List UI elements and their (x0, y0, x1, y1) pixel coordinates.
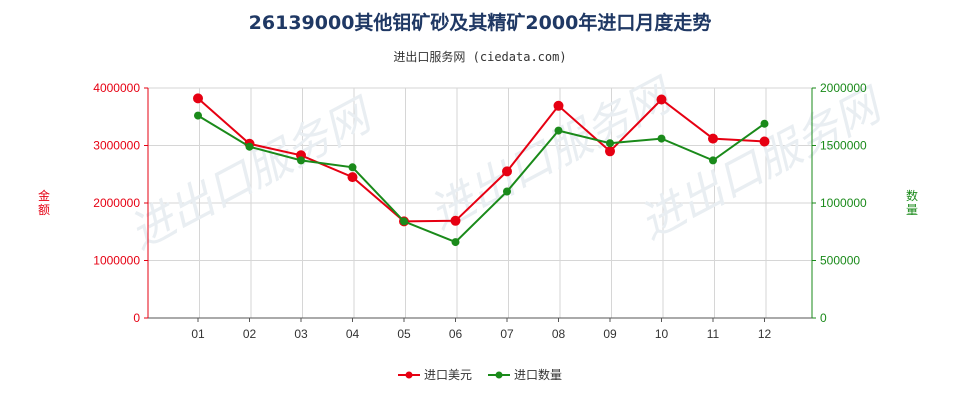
x-tick-label: 03 (294, 327, 308, 341)
x-tick-label: 02 (243, 327, 257, 341)
x-tick-label: 08 (552, 327, 566, 341)
left-tick-label: 4000000 (93, 81, 140, 95)
x-tick-label: 12 (758, 327, 772, 341)
data-point-1 (347, 172, 358, 183)
data-point-2 (297, 156, 305, 165)
data-point-1 (450, 215, 461, 226)
data-point-2 (194, 111, 202, 120)
data-point-2 (245, 142, 254, 151)
right-axis-label: 数量 (906, 188, 918, 217)
axis-label-char: 额 (38, 203, 50, 217)
x-tick-label: 05 (397, 327, 411, 341)
right-tick-label: 1500000 (820, 139, 867, 153)
x-tick-label: 11 (707, 327, 720, 341)
data-point-2 (503, 187, 511, 196)
data-point-2 (657, 134, 666, 143)
right-tick-label: 2000000 (820, 81, 867, 95)
x-tick-label: 07 (500, 327, 514, 341)
series-layer (193, 93, 770, 247)
x-tick-label: 04 (346, 327, 360, 341)
data-point-1 (605, 146, 615, 157)
data-point-2 (709, 156, 717, 165)
data-point-2 (348, 163, 357, 172)
legend-marker-2 (495, 371, 503, 379)
axis-label-char: 数 (906, 188, 918, 203)
x-tick-label: 10 (655, 327, 669, 341)
axes: 0 1000000 2000000 3000000 4000000 0 500000 1000… (38, 81, 918, 341)
x-tick-label: 06 (449, 327, 463, 341)
data-point-2 (451, 238, 460, 247)
left-tick-label: 3000000 (93, 139, 140, 153)
left-tick-label: 1000000 (93, 254, 140, 268)
left-axis-label: 金额 (38, 188, 50, 217)
series-line-2 (197, 114, 766, 244)
legend-label-1: 进口美元 (424, 368, 472, 382)
data-point-1 (759, 136, 770, 147)
right-tick-label: 1000000 (820, 196, 867, 210)
data-point-2 (760, 119, 769, 128)
axis-label-char: 金 (38, 188, 50, 203)
data-point-1 (708, 133, 718, 144)
data-point-2 (606, 139, 614, 148)
data-point-1 (502, 166, 512, 177)
data-point-1 (193, 93, 203, 104)
left-tick-label: 0 (133, 311, 140, 325)
data-point-1 (656, 94, 667, 105)
data-point-2 (554, 126, 563, 135)
chart-title: 26139000其他钼矿砂及其精矿2000年进口月度走势 (248, 12, 712, 34)
chart-subtitle: 进出口服务网 (ciedata.com) (393, 50, 567, 64)
series-line-1 (197, 97, 765, 223)
left-tick-label: 2000000 (93, 196, 140, 210)
legend-label-2: 进口数量 (514, 367, 562, 382)
x-tick-label: 01 (191, 327, 205, 341)
legend-marker-1 (405, 371, 413, 379)
right-tick-label: 500000 (820, 254, 860, 268)
legend: 进口美元 进口数量 (398, 367, 562, 382)
axis-label-char: 量 (906, 203, 918, 217)
data-point-1 (553, 100, 564, 111)
right-tick-label: 0 (820, 311, 827, 325)
x-tick-label: 09 (603, 327, 617, 341)
data-point-2 (400, 217, 408, 226)
